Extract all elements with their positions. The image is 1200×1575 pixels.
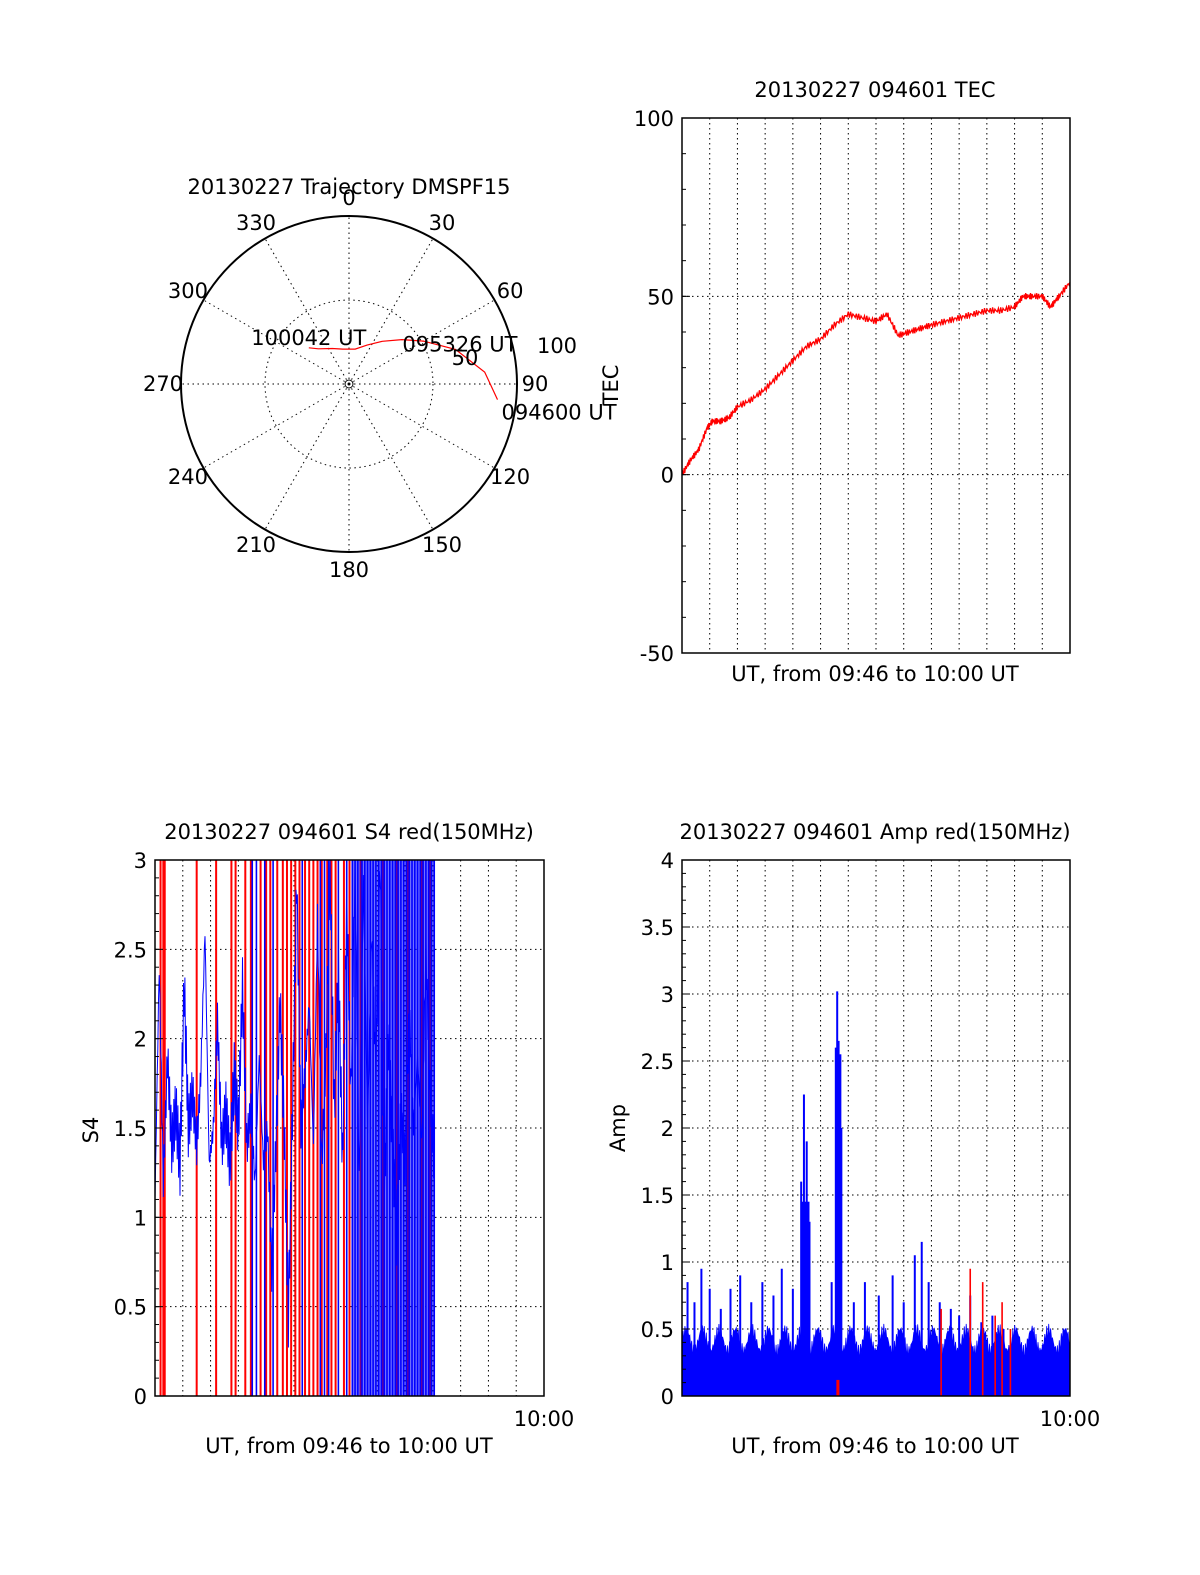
s4-dense-block: [352, 860, 435, 1396]
tec-plot: 20130227 094601 TEC -50 0 50 100 TEC UT, fr…: [599, 78, 1071, 686]
y-tick-label: 3: [661, 983, 674, 1007]
polar-angle-label: 30: [429, 211, 456, 235]
amp-y-ticks: 0 0.5 1 1.5 2 2.5 3 3.5 4: [641, 849, 690, 1409]
y-tick-label: 2: [661, 1117, 674, 1141]
y-tick-label: 1: [661, 1251, 674, 1275]
amp-x-end-tick: 10:00: [1040, 1407, 1101, 1431]
polar-angle-label: 0: [342, 186, 355, 210]
polar-spoke: [203, 383, 350, 469]
tec-y-ticks: -50 0 50 100: [634, 107, 690, 666]
s4-x-end-tick: 10:00: [514, 1407, 575, 1431]
y-tick-label: 100: [634, 107, 674, 131]
y-tick-label: 2: [134, 1028, 147, 1052]
polar-angle-label: 120: [490, 465, 530, 489]
y-tick-label: 0: [661, 464, 674, 488]
y-tick-label: 2.5: [641, 1050, 674, 1074]
amp-plot: 20130227 094601 Amp red(150MHz) 0 0.5 1 1.5…: [606, 820, 1100, 1458]
trajectory-polar-plot: 20130227 Trajectory DMSPF15 0 30 60 90 120 15…: [143, 175, 617, 582]
amp-y-label: Amp: [606, 1104, 630, 1152]
s4-y-ticks: 0 0.5 1 1.5 2 2.5 3: [114, 849, 163, 1409]
amp-red-burst: [836, 1379, 840, 1396]
tec-series: [681, 281, 1071, 475]
y-tick-label: 1.5: [641, 1184, 674, 1208]
trajectory-annotation: 100042 UT: [251, 326, 366, 350]
polar-angle-label: 240: [168, 465, 208, 489]
y-tick-label: 0.5: [641, 1318, 674, 1342]
polar-radial-label: 100: [537, 334, 577, 358]
polar-inner-circle: [264, 299, 434, 469]
polar-angle-label: 300: [168, 279, 208, 303]
polar-outer-circle: [180, 215, 518, 553]
tec-title: 20130227 094601 TEC: [754, 78, 995, 102]
tec-y-label: TEC: [599, 365, 623, 407]
trajectory-title: 20130227 Trajectory DMSPF15: [187, 175, 510, 199]
amp-series: [681, 991, 1071, 1397]
polar-angle-label: 90: [522, 372, 549, 396]
polar-spoke: [264, 238, 350, 385]
polar-center-mark: [344, 379, 354, 389]
y-tick-label: 1: [134, 1206, 147, 1230]
amp-x-label: UT, from 09:46 to 10:00 UT: [731, 1434, 1019, 1458]
trajectory-annotation: 094600 UT: [502, 401, 617, 425]
y-tick-label: 50: [647, 285, 674, 309]
amp-title: 20130227 094601 Amp red(150MHz): [679, 820, 1070, 844]
amp-blue-band: [681, 1323, 1071, 1397]
polar-radial-label: 50: [452, 346, 479, 370]
y-tick-label: 0.5: [114, 1296, 147, 1320]
y-tick-label: 3.5: [641, 916, 674, 940]
s4-series: [154, 859, 436, 1396]
y-tick-label: -50: [640, 642, 674, 666]
polar-labels: 0 30 60 90 120 150 180 210 240 270 300 330 50 100 1000…: [143, 186, 617, 582]
s4-y-label: S4: [79, 1117, 103, 1144]
polar-spoke: [348, 299, 495, 385]
trajectory-annotation: 095326 UT: [402, 333, 517, 357]
amp-burst-1: [801, 1201, 810, 1396]
y-tick-label: 0: [134, 1385, 147, 1409]
tec-frame: [681, 117, 1071, 654]
polar-angle-label: 180: [329, 558, 369, 582]
polar-angle-label: 330: [236, 211, 276, 235]
polar-spoke: [348, 383, 495, 469]
tec-x-label: UT, from 09:46 to 10:00 UT: [731, 662, 1019, 686]
s4-x-label: UT, from 09:46 to 10:00 UT: [205, 1434, 493, 1458]
y-tick-label: 3: [134, 849, 147, 873]
y-tick-label: 4: [661, 849, 674, 873]
polar-grid: [180, 215, 518, 553]
polar-spoke: [348, 238, 434, 385]
s4-plot: 20130227 094601 S4 red(150MHz) 0 0.5 1 1.5 2…: [79, 820, 574, 1458]
polar-angle-label: 60: [497, 279, 524, 303]
polar-track: [308, 338, 499, 400]
tec-line: [681, 281, 1071, 475]
polar-angle-label: 210: [236, 533, 276, 557]
polar-angle-label: 150: [422, 533, 462, 557]
amp-burst-2: [835, 1054, 842, 1396]
polar-spoke: [203, 299, 350, 385]
s4-title: 20130227 094601 S4 red(150MHz): [164, 820, 534, 844]
trajectory-line: [308, 338, 499, 400]
y-tick-label: 0: [661, 1385, 674, 1409]
tec-grid: [682, 118, 1070, 653]
y-tick-label: 1.5: [114, 1117, 147, 1141]
polar-angle-label: 270: [143, 372, 183, 396]
y-tick-label: 2.5: [114, 938, 147, 962]
